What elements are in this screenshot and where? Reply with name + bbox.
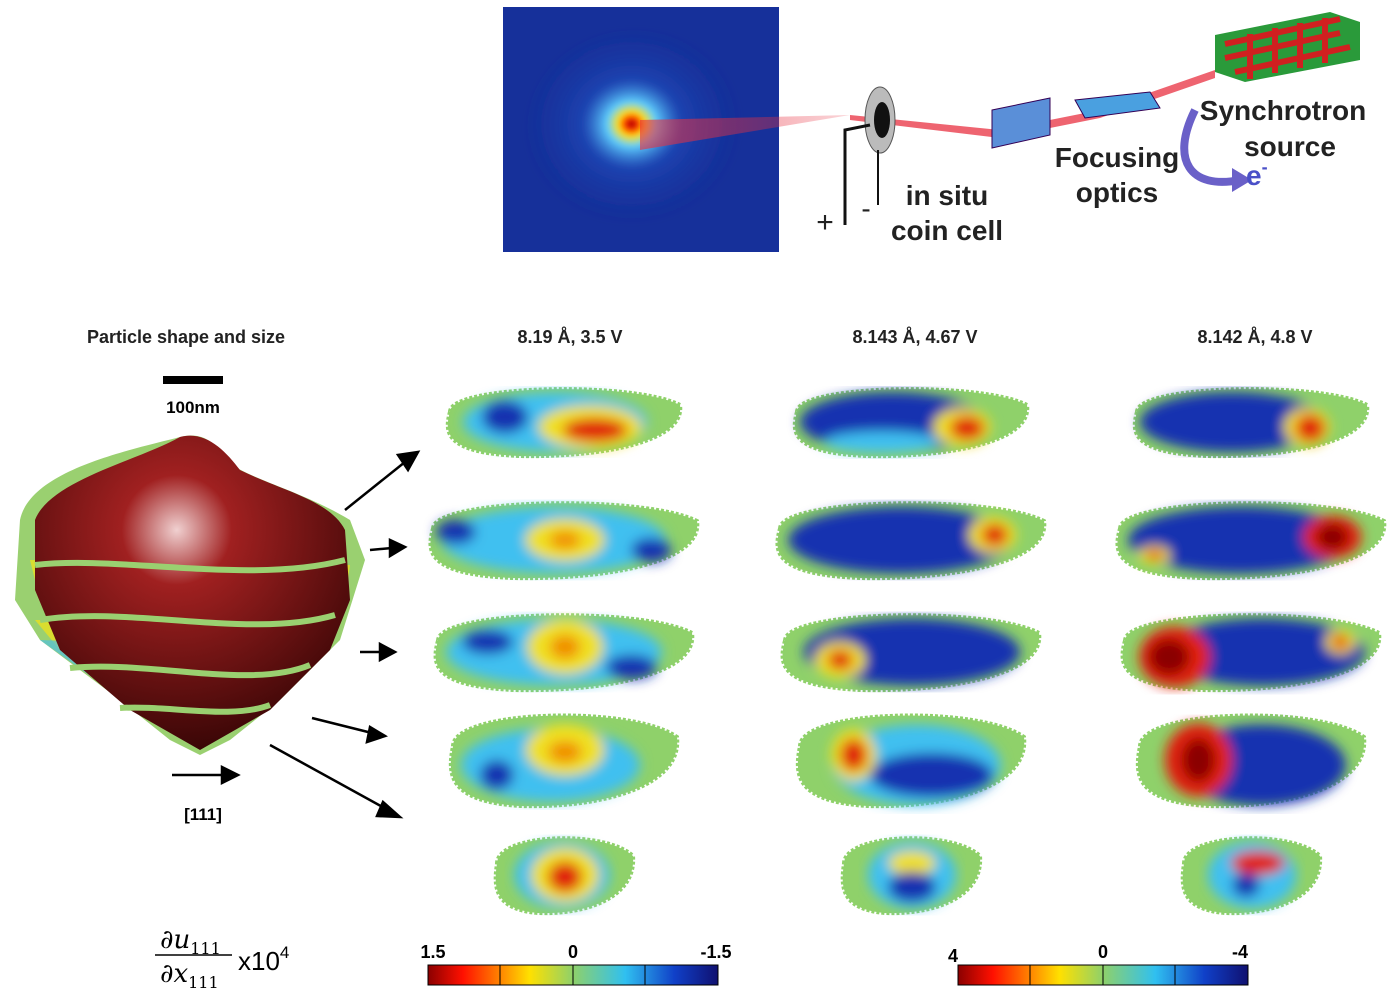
colorbar-tick-label: 0	[1098, 942, 1108, 962]
colorbar-tick-label: 4	[948, 946, 958, 966]
column-title: 8.143 Å, 4.67 V	[852, 327, 977, 347]
colorbar-tick-label: -4	[1232, 942, 1248, 962]
strain-map	[777, 503, 1044, 578]
blob-part	[446, 619, 662, 686]
panel-title: Particle shape and size	[87, 327, 285, 347]
label: in situ	[906, 180, 988, 211]
blob-part	[870, 753, 993, 797]
blob-part	[436, 520, 476, 544]
colorbar-tick-label: 1.5	[420, 942, 445, 962]
strain-map	[783, 615, 1040, 690]
blob-part	[950, 416, 985, 440]
blob-part	[1149, 639, 1190, 675]
coin-cell	[874, 102, 890, 138]
blob-part	[840, 739, 867, 771]
blob-part	[550, 635, 580, 659]
blob-part	[825, 431, 940, 453]
label: source	[1244, 131, 1336, 162]
particle: Particle shape and size 100nm [111]	[15, 327, 418, 824]
label: coin cell	[891, 215, 1003, 246]
label: optics	[1076, 177, 1158, 208]
particle-surface	[35, 436, 350, 750]
strain-label: ∂u111 ∂x111 x104	[155, 925, 289, 992]
column-title: 8.142 Å, 4.8 V	[1197, 327, 1312, 347]
blob-part	[1231, 851, 1285, 875]
strain-map	[1117, 503, 1384, 578]
label: +	[816, 206, 834, 239]
blob-part	[1317, 524, 1349, 551]
label: e	[1246, 160, 1262, 191]
blob-part	[1208, 842, 1296, 909]
label: [111]	[184, 805, 222, 824]
strain-map	[795, 389, 1027, 456]
blob-part	[1147, 550, 1163, 560]
label: -	[1262, 157, 1268, 177]
colorbar-tick-label: 0	[568, 942, 578, 962]
blob-part	[804, 619, 1020, 686]
colorbars: 1.5 0 -1.5 4 0 -4	[420, 942, 1248, 985]
label: Synchrotron	[1200, 95, 1366, 126]
label: ∂u	[160, 925, 190, 955]
blob-part	[463, 392, 647, 452]
label: x10	[238, 946, 280, 976]
label: Focusing	[1055, 142, 1179, 173]
column-title: 8.19 Å, 3.5 V	[517, 327, 622, 347]
label: x104	[238, 943, 289, 976]
strain-map	[1138, 715, 1364, 806]
blob-part	[514, 842, 609, 909]
blob-part	[981, 524, 1007, 546]
strain-map	[448, 389, 680, 456]
label: 4	[280, 943, 289, 962]
blob-part	[888, 851, 936, 875]
strain-map	[496, 838, 633, 913]
strain-map	[1123, 615, 1380, 690]
blob-part	[548, 862, 582, 892]
strain-maps: 8.19 Å, 3.5 V 8.143 Å, 4.67 V 8.142 Å, 4…	[430, 327, 1384, 913]
colorbar-tick-label: -1.5	[700, 942, 731, 962]
label: 100nm	[166, 398, 220, 417]
strain-map	[1183, 838, 1320, 913]
blob-part	[606, 655, 657, 679]
blob-part	[1295, 414, 1325, 441]
optic	[1075, 92, 1160, 118]
blob-part	[1165, 723, 1346, 805]
blob-part	[480, 760, 514, 789]
setup: in situ coin cell + - Focusing optics Sy…	[503, 7, 1366, 252]
label: -	[861, 193, 870, 224]
label: ∂x111	[160, 959, 219, 992]
strain-map	[843, 838, 980, 913]
figure: in situ coin cell + - Focusing optics Sy…	[0, 0, 1390, 994]
optic	[992, 98, 1050, 148]
blob-part	[549, 531, 581, 549]
blob-part	[828, 650, 853, 669]
strain-map	[798, 715, 1024, 806]
scale-bar	[163, 376, 223, 384]
undulator	[1215, 12, 1360, 82]
blob-part	[563, 418, 627, 442]
blob-part	[868, 842, 956, 909]
label: ∂u111	[160, 925, 221, 958]
label: 111	[188, 973, 219, 992]
blob-part	[631, 538, 671, 562]
blob-part	[1139, 619, 1365, 688]
strain-map	[430, 503, 697, 578]
strain-map	[436, 615, 693, 690]
blob-part	[482, 401, 528, 434]
strain-map	[451, 715, 677, 806]
blob-part	[1182, 738, 1216, 782]
blob-part	[888, 872, 936, 902]
blob-part	[462, 630, 513, 654]
blob-part	[1232, 873, 1259, 897]
label: ∂x	[160, 959, 188, 989]
blob-part	[548, 741, 582, 763]
blob-part	[1333, 635, 1348, 650]
strain-map	[1135, 389, 1367, 456]
label: e-	[1246, 157, 1268, 191]
